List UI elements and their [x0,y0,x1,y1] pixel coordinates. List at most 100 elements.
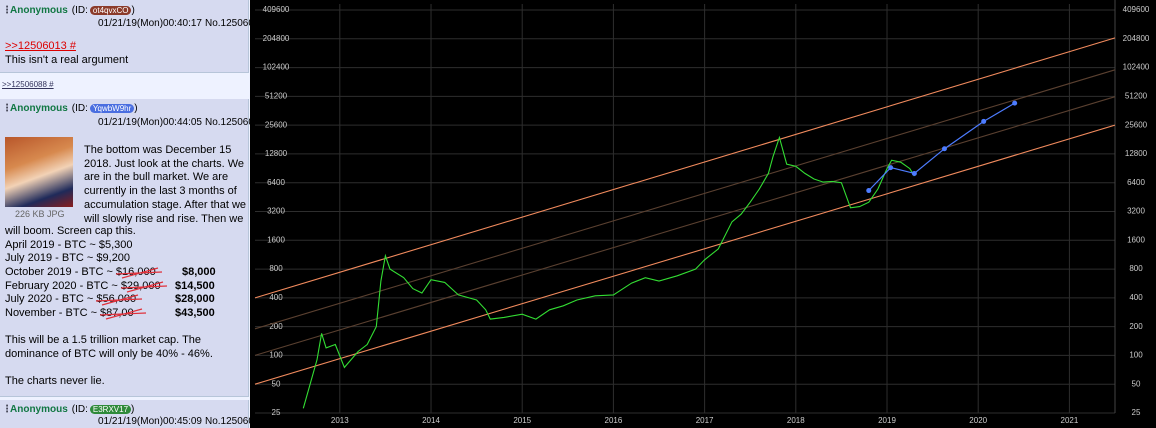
series-marker [866,188,872,194]
series-line [302,135,915,409]
y-tick-label: 51200 [265,91,288,100]
y-tick-label: 3200 [267,207,285,216]
scribble [115,267,162,279]
y-tick-label: 409600 [263,5,290,14]
post-text: accumulation stage. After that we [84,198,247,211]
series-marker [941,146,947,152]
y-tick-label: 200 [269,322,283,331]
poster-id: E3RXV17 [89,405,132,414]
y-tick-label-right: 1600 [1127,235,1145,244]
y-tick-label-right: 102400 [1123,63,1150,72]
prediction-label: February 2020 - BTC ~ [5,279,118,292]
y-tick-label-right: 200 [1129,322,1143,331]
post-text: are in the bull market. We are [84,171,229,184]
y-tick-label-right: 51200 [1125,91,1148,100]
post-text: July 2019 - BTC ~ $9,200 [5,252,131,265]
post-text: 2018. Just look at the charts. We [84,157,244,170]
struck-price: $56,000 [96,293,143,306]
post [0,400,249,428]
poster-id: ot4qvxCO [89,6,132,15]
menu-dots: ⋮ [2,103,12,114]
x-tick-label: 2015 [513,416,531,425]
quote-link: >>12506013 # [5,40,76,52]
series-line [254,69,1116,330]
series-marker [1012,100,1018,106]
id-close: ) [134,103,138,114]
post-header: Anonymous (ID: YqwbW9hr) [10,103,138,114]
post-header: Anonymous (ID: ot4qvxCO) [10,5,135,16]
post-text: dominance of BTC will only be 40% - 46%. [5,347,213,360]
x-tick-label: 2018 [787,416,805,425]
x-tick-label: 2019 [878,416,896,425]
x-tick-label: 2016 [605,416,623,425]
scribble [120,281,167,293]
post-text: April 2019 - BTC ~ $5,300 [5,238,133,251]
series-marker [981,118,987,124]
prediction: October 2019 - BTC ~ $16,000 [5,266,162,279]
y-tick-label-right: 12800 [1125,149,1148,158]
revised-price: $8,000 [182,266,216,278]
y-tick-label-right: 400 [1129,293,1143,302]
y-tick-label: 102400 [263,63,290,72]
y-tick-label: 50 [272,379,281,388]
series-marker [911,170,917,176]
post-text: The charts never lie. [5,375,105,387]
scribble [96,294,143,306]
y-tick-label-right: 409600 [1123,5,1150,14]
id-close: ) [131,404,135,415]
revised-price: $43,500 [175,307,215,320]
prediction: November - BTC ~ $87,00 [5,307,147,320]
menu-dots: ⋮ [2,5,12,16]
y-tick-label-right: 25600 [1125,120,1148,129]
poster-name: Anonymous [10,404,68,415]
y-tick-label: 800 [269,264,283,273]
scribble-stroke [99,308,147,320]
plot-area [250,0,1156,428]
prediction-label: July 2020 - BTC ~ [5,293,94,306]
y-tick-label: 25600 [265,120,288,129]
post-datetime: 01/21/19(Mon)00:44:05 [98,117,202,128]
post-text: The bottom was December 15 [84,144,232,156]
prediction-label: November - BTC ~ [5,307,97,320]
x-tick-label: 2017 [696,416,714,425]
post-number: No.12506077 [204,117,250,128]
revised-price: $28,000 [175,293,215,306]
struck-price: $16,000 [115,266,162,279]
y-tick-label-right: 25 [1132,408,1141,417]
post-text: This will be a 1.5 trillion market cap. … [5,334,202,346]
menu-dots: ⋮ [2,404,12,415]
y-tick-label-right: 100 [1129,351,1143,360]
post-number: No.12506050 [204,18,250,29]
scribble [99,308,147,320]
post-text: will slowly rise and rise. Then we [84,212,244,225]
scribble-stroke [120,281,167,293]
y-tick-label: 400 [269,293,283,302]
post-datetime: 01/21/19(Mon)00:40:17 [98,18,202,29]
prediction: February 2020 - BTC ~ $29,000 [5,279,167,293]
id-close: ) [131,5,135,16]
post-number: No.12506088 [204,416,250,427]
thread-panel: Anonymous (ID: ot4qvxCO) ⋮ 01/21/19(Mon)00:4… [0,0,250,428]
post-text: This isn't a real argument [5,54,129,66]
struck-price: $87,00 [99,307,147,320]
backlink: >>12506088 # [2,80,54,89]
series-line [254,37,1116,299]
x-tick-label: 2020 [969,416,987,425]
id-open: (ID: [71,404,88,415]
prediction-label: October 2019 - BTC ~ [5,266,113,278]
series-line [254,124,1116,385]
id-open: (ID: [71,5,88,16]
scribble-stroke [115,267,162,279]
post-header: Anonymous (ID: E3RXV17) [10,404,134,415]
y-tick-label: 100 [269,351,283,360]
y-tick-label-right: 6400 [1127,178,1145,187]
struck-price: $29,000 [120,280,167,293]
scribble-stroke [96,294,143,306]
x-tick-label: 2013 [331,416,349,425]
id-open: (ID: [71,103,88,114]
series-line [868,102,1016,191]
